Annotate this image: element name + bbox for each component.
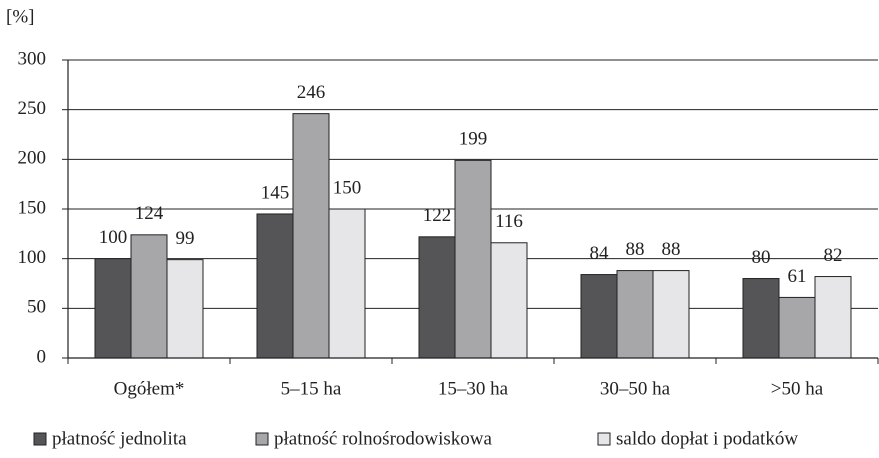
- bar: [652, 270, 690, 359]
- y-tick-label: 150: [18, 197, 47, 218]
- legend-label: płatność rolnośrodowiskowa: [274, 428, 493, 449]
- x-tick-label: 30–50 ha: [600, 378, 671, 399]
- data-label: 84: [590, 243, 610, 264]
- data-label: 100: [99, 227, 128, 248]
- x-tick-label: Ogółem*: [114, 378, 185, 399]
- y-tick-label: 250: [18, 98, 47, 119]
- legend-swatch: [33, 432, 47, 446]
- y-tick-label: 0: [37, 346, 47, 367]
- bar: [130, 234, 168, 359]
- bar: [580, 274, 618, 359]
- bar: [328, 208, 366, 359]
- data-label: 61: [788, 266, 807, 287]
- data-label: 199: [459, 129, 488, 150]
- data-label: 246: [297, 82, 326, 103]
- bar: [814, 276, 852, 359]
- bar: [490, 242, 528, 359]
- bar: [778, 296, 816, 359]
- bar: [166, 259, 204, 359]
- y-tick-label: 100: [18, 247, 47, 268]
- bar: [616, 270, 654, 359]
- x-tick-label: >50 ha: [771, 378, 824, 399]
- data-label: 80: [752, 247, 771, 268]
- data-label: 116: [495, 211, 523, 232]
- data-label: 88: [662, 239, 681, 260]
- legend-label: płatność jednolita: [52, 428, 187, 449]
- data-label: 88: [626, 239, 645, 260]
- legend-label: saldo dopłat i podatków: [616, 428, 798, 449]
- bar: [94, 258, 132, 359]
- bar: [292, 113, 330, 359]
- x-tick-label: 5–15 ha: [281, 378, 342, 399]
- bar: [742, 278, 780, 359]
- y-tick-label: 50: [27, 297, 46, 318]
- data-label: 99: [176, 228, 195, 249]
- x-tick-label: 15–30 ha: [438, 378, 509, 399]
- data-label: 150: [333, 177, 362, 198]
- data-label: 145: [261, 182, 290, 203]
- data-label: 82: [824, 245, 843, 266]
- bar: [256, 213, 294, 359]
- y-tick-label: 300: [18, 48, 47, 69]
- data-label: 122: [423, 205, 452, 226]
- bar: [418, 236, 456, 359]
- bar: [454, 159, 492, 359]
- legend-swatch: [255, 432, 269, 446]
- data-label: 124: [135, 203, 164, 224]
- legend-swatch: [597, 432, 611, 446]
- y-axis-label: [%]: [6, 6, 34, 27]
- y-tick-label: 200: [18, 148, 47, 169]
